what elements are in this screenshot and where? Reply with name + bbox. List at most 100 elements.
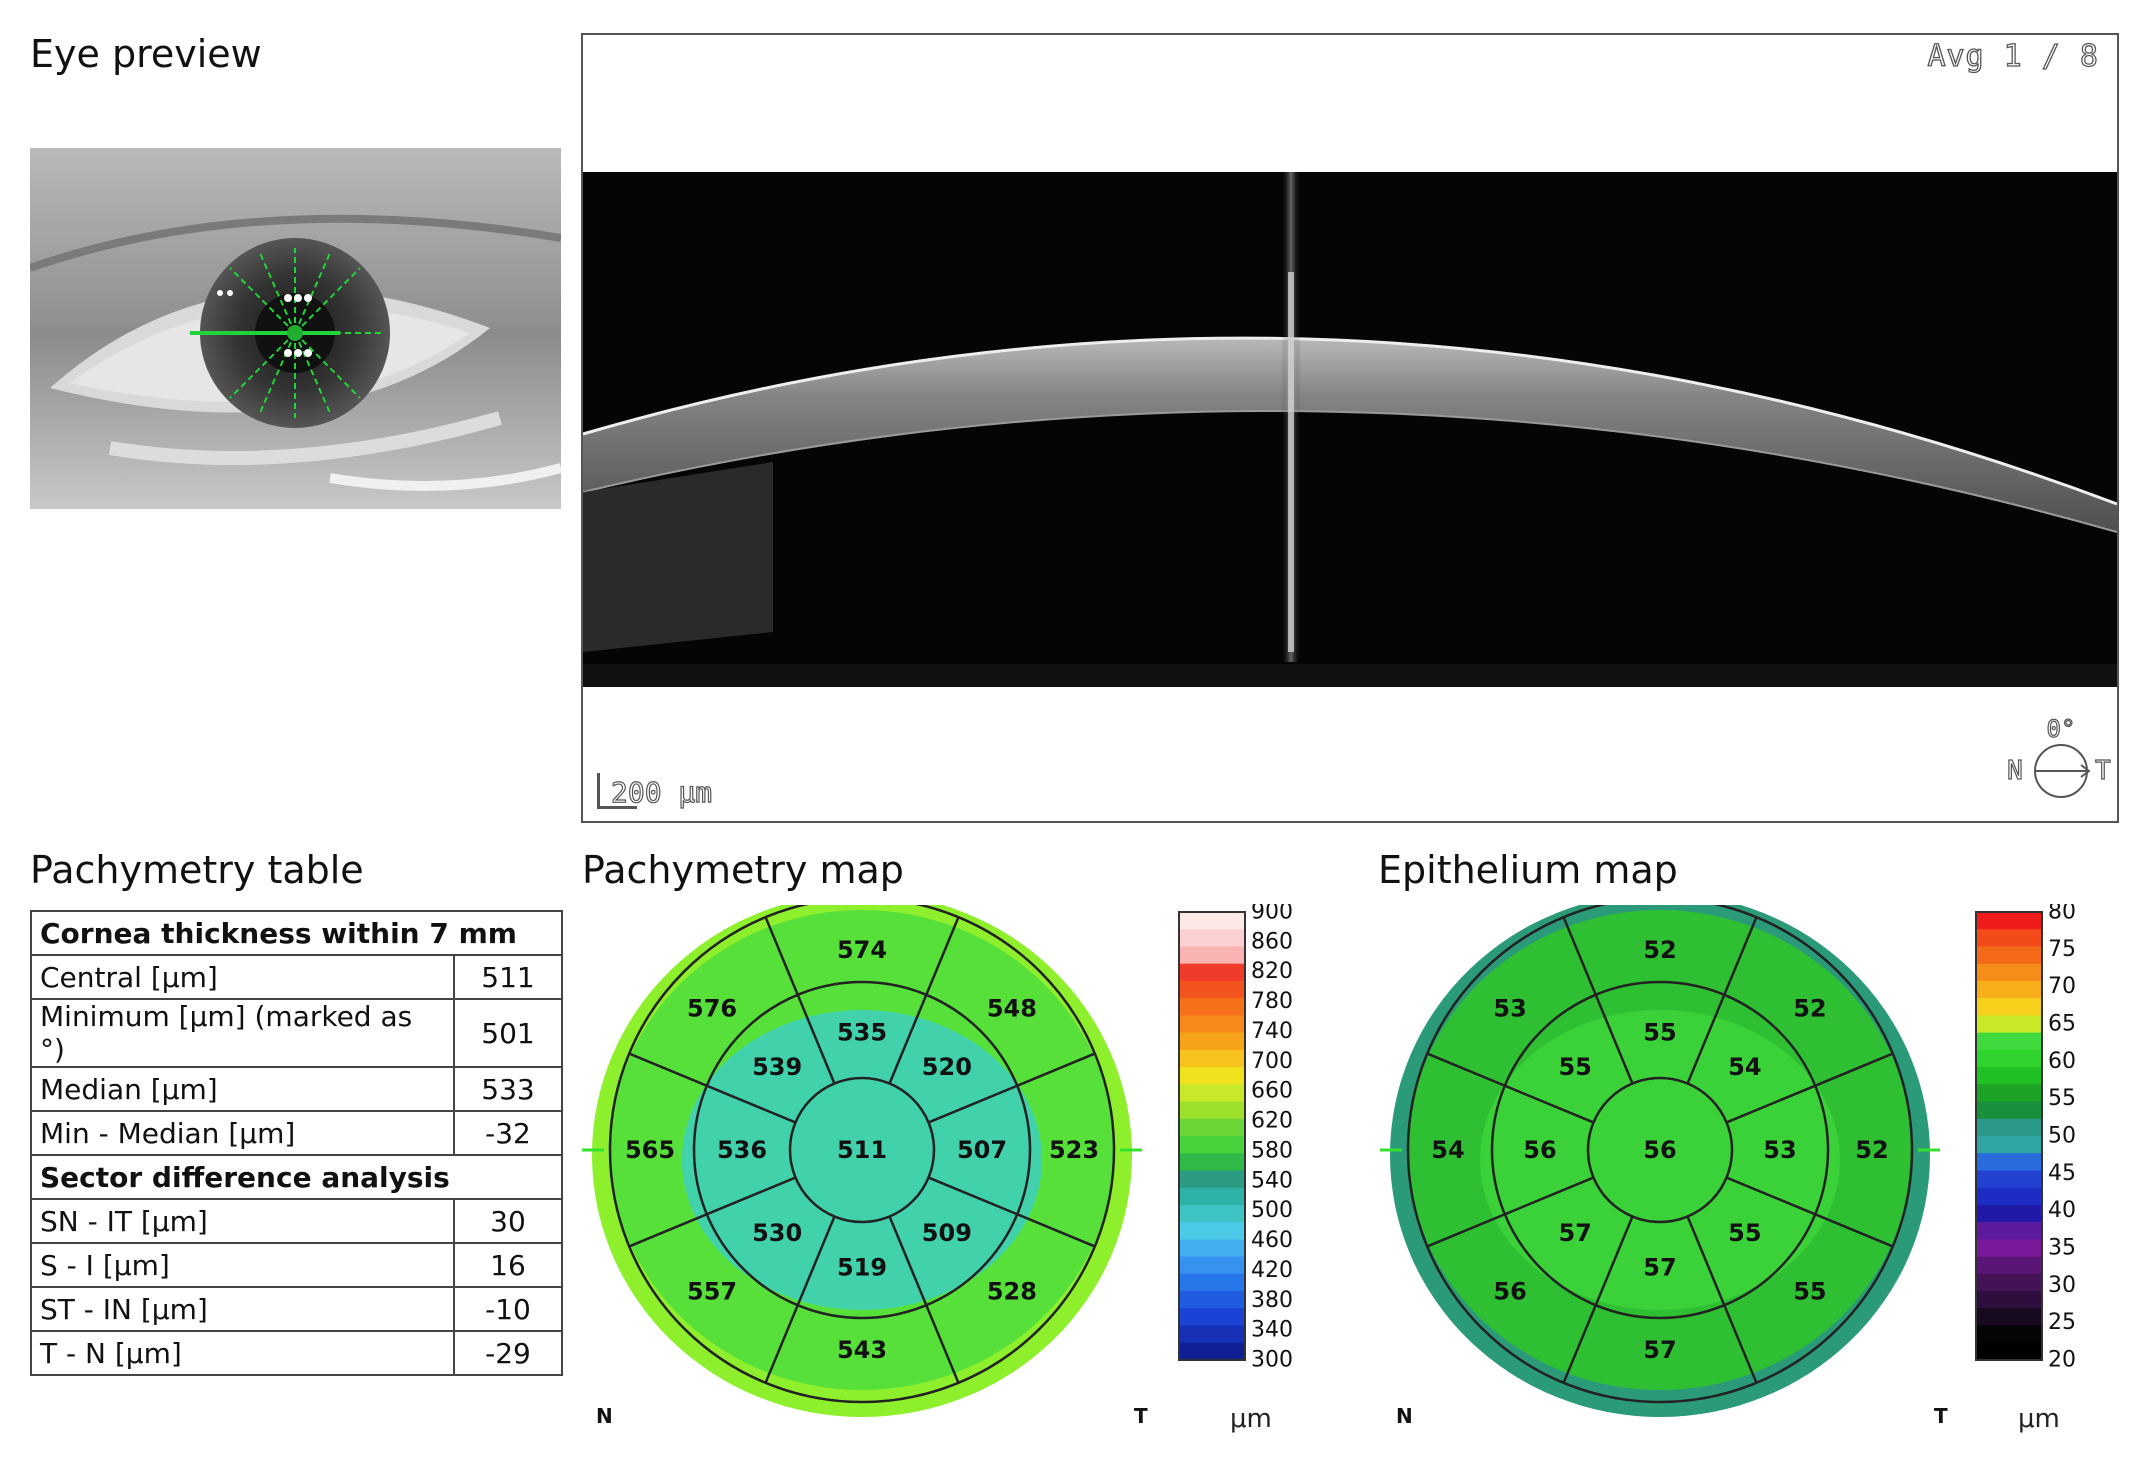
epi-scale-tick: 65 <box>2048 1012 2076 1037</box>
epi-sector-divider <box>1426 1052 1594 1124</box>
epi-scale-band <box>1976 1101 2042 1120</box>
pachy-scale-border <box>1178 911 1246 1361</box>
pachy-ring3-bottom_left: 557 <box>687 1277 737 1305</box>
epi-scale-band <box>1976 1239 2042 1258</box>
epi-scale-band <box>1976 1136 2042 1154</box>
pachy-ring2-top: 535 <box>837 1018 887 1046</box>
epi-ring3-left: 54 <box>1431 1136 1464 1164</box>
epi-scale-band <box>1976 998 2042 1016</box>
pachy-ring3-right: 523 <box>1049 1136 1099 1164</box>
table-row: SN - IT [μm] 30 <box>30 1198 563 1244</box>
epi-scale-band <box>1976 1342 2042 1361</box>
pachy-scale-tick: 700 <box>1251 1049 1293 1074</box>
epi-scale-band <box>1976 1187 2042 1206</box>
epi-scale-band <box>1976 1325 2042 1344</box>
pachy-ring-2 <box>692 980 1032 1320</box>
eye-photo <box>30 148 561 509</box>
pachy-scale-band <box>1179 912 1245 930</box>
epi-ring3-bottom: 57 <box>1643 1336 1676 1364</box>
epi-sector-divider <box>1426 1176 1594 1248</box>
pachy-sector-divider <box>928 1052 1096 1124</box>
pachy-scale-band <box>1179 1239 1245 1258</box>
epi-ring2-left: 56 <box>1523 1136 1556 1164</box>
pachy-sector-divider <box>928 1176 1096 1248</box>
epi-ring3-top: 52 <box>1643 936 1676 964</box>
pachy-scale-tick: 420 <box>1251 1258 1293 1283</box>
epi-sector-divider <box>1686 916 1758 1084</box>
pachy-scale-band <box>1179 1204 1245 1223</box>
table-row: Central [μm] 511 <box>30 954 563 1000</box>
svg-text:T: T <box>2095 756 2111 786</box>
pachy-inner-zone <box>682 1010 1042 1310</box>
pachy-ring2-top_left: 539 <box>752 1053 802 1081</box>
pachy-scale-tick: 620 <box>1251 1109 1293 1134</box>
eye-preview-title: Eye preview <box>30 32 262 76</box>
pachy-scale-tick: 740 <box>1251 1019 1293 1044</box>
pachy-scale-band <box>1179 946 1245 965</box>
table-row: ST - IN [μm] -10 <box>30 1286 563 1332</box>
epi-sector-divider <box>1562 916 1634 1084</box>
epi-ring3-bottom_right: 55 <box>1793 1277 1826 1305</box>
pachy-scale-tick: 460 <box>1251 1228 1293 1253</box>
epi-ring-1 <box>1586 1076 1734 1224</box>
eye-preview-image[interactable] <box>30 148 561 509</box>
epi-ring-3 <box>1406 905 1914 1404</box>
epi-scale-band <box>1976 946 2042 965</box>
epi-scale-tick: 80 <box>2048 904 2076 925</box>
epi-scale-band <box>1976 1273 2042 1292</box>
pachy-scale-tick: 780 <box>1251 989 1293 1014</box>
pachy-scale-tick: 300 <box>1251 1348 1293 1373</box>
pachy-scale-band <box>1179 1342 1245 1361</box>
epi-scale-tick: 50 <box>2048 1124 2076 1149</box>
pachy-ring2-right: 507 <box>957 1136 1007 1164</box>
epi-scale-band <box>1976 1291 2042 1309</box>
table-row: Minimum [μm] (marked as °) 501 <box>30 998 563 1068</box>
epi-scale-tick: 60 <box>2048 1049 2076 1074</box>
epi-scale-band <box>1976 1015 2042 1034</box>
pachy-scale-band <box>1179 1170 1245 1189</box>
pachy-ring3-bottom: 543 <box>837 1336 887 1364</box>
pachy-scale-band <box>1179 980 1245 999</box>
epi-scale-tick: 70 <box>2048 974 2076 999</box>
epi-ring2-top_left: 55 <box>1558 1053 1591 1081</box>
pachy-sector-divider <box>888 1216 960 1384</box>
epi-sector-divider <box>1562 1216 1634 1384</box>
oct-scan-panel[interactable]: Avg 1 / 8 200 μm 0° N T <box>581 33 2119 823</box>
pachy-sector-divider <box>764 1216 836 1384</box>
pachy-scale-tick: 660 <box>1251 1079 1293 1104</box>
epi-scale-band <box>1976 1222 2042 1240</box>
epi-ring2-right: 53 <box>1763 1136 1796 1164</box>
pachy-scale-tick: 860 <box>1251 929 1293 954</box>
epi-inner-zone <box>1480 1010 1840 1310</box>
pachy-scale-band <box>1179 963 1245 982</box>
scale-label: 200 μm <box>610 775 713 809</box>
epi-scale-border <box>1975 911 2043 1361</box>
pachy-scale-band <box>1179 1101 1245 1120</box>
epi-scale-tick: 75 <box>2048 937 2076 962</box>
pachy-scale-band <box>1179 1222 1245 1240</box>
pachy-scale-band <box>1179 1136 1245 1154</box>
pachy-ring3-top_right: 548 <box>987 995 1037 1023</box>
epi-scale-tick: 40 <box>2048 1198 2076 1223</box>
table-row: Min - Median [μm] -32 <box>30 1110 563 1156</box>
epi-ring2-bottom_right: 55 <box>1728 1219 1761 1247</box>
pachy-ring3-top_left: 576 <box>687 995 737 1023</box>
epi-sector-grid <box>1406 905 1914 1404</box>
oct-scan-image <box>583 172 2117 687</box>
pachy-sector-divider <box>628 1052 796 1124</box>
epi-ring3-top_right: 52 <box>1793 995 1826 1023</box>
pachymetry-map-title: Pachymetry map <box>582 848 904 892</box>
epi-scale-band <box>1976 912 2042 930</box>
pachy-ring-1 <box>788 1076 936 1224</box>
unit-label: μm <box>2018 1404 2060 1434</box>
epithelium-map-title: Epithelium map <box>1378 848 1678 892</box>
epi-scale-band <box>1976 1153 2042 1171</box>
epi-sector-divider <box>1726 1176 1894 1248</box>
pachy-scale-tick: 900 <box>1251 904 1293 925</box>
epi-scale-band <box>1976 1067 2042 1085</box>
epithelium-map[interactable]: 56 55 52 54 52 53 52 55 55 57 57 57 56 56 54 55 53 <box>1380 905 1940 1445</box>
epi-scale-tick: 55 <box>2048 1086 2076 1111</box>
pachymetry-map[interactable]: 511 535 574 520 548 507 523 509 528 519 543 530 557 5… <box>582 905 1142 1445</box>
section-header: Sector difference analysis <box>30 1154 563 1200</box>
pachy-sector-grid <box>608 905 1116 1404</box>
